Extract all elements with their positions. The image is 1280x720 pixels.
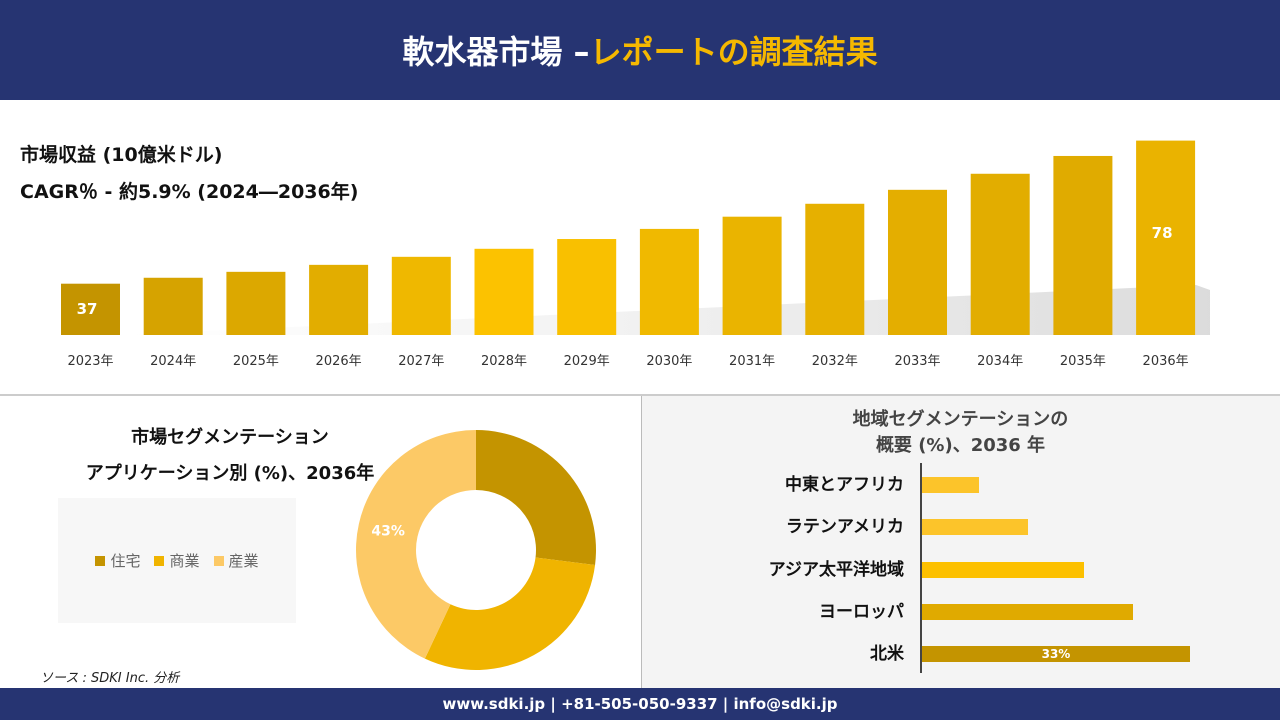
source-note: ソース : SDKI Inc. 分析 bbox=[40, 671, 180, 686]
x-tick-label: 2036年 bbox=[1143, 354, 1189, 369]
region-title-1: 地域セグメンテーションの bbox=[852, 409, 1069, 430]
title-main: 軟水器市場 – bbox=[402, 33, 590, 71]
x-tick-label: 2028年 bbox=[481, 354, 527, 369]
legend-item: 産業 bbox=[213, 550, 259, 571]
region-axis bbox=[920, 463, 922, 673]
revenue-bar-chart: 2023年 37 2024年 2025年 2026年 2027年 2028年 2029年 203… bbox=[61, 140, 1210, 369]
x-tick-label: 2030年 bbox=[646, 354, 692, 369]
donut-data-label: 43% bbox=[371, 523, 405, 539]
region-label: 北米 bbox=[870, 644, 904, 665]
bar-2035年 bbox=[1053, 155, 1113, 335]
bar-2029年 bbox=[557, 239, 617, 335]
bar-data-label: 78 bbox=[1152, 224, 1173, 242]
segment-title-2: アプリケーション別 (%)、2036年 bbox=[85, 463, 375, 484]
x-tick-label: 2026年 bbox=[316, 354, 362, 369]
bar-2031年 bbox=[722, 216, 782, 335]
bar-2034年 bbox=[970, 173, 1030, 335]
legend-swatch bbox=[95, 555, 106, 566]
bar-2024年 bbox=[143, 277, 203, 335]
divider bbox=[0, 394, 1280, 396]
x-tick-label: 2025年 bbox=[233, 354, 279, 369]
region-title-2: 概要 (%)、2036 年 bbox=[875, 435, 1046, 456]
legend-swatch bbox=[213, 555, 224, 566]
legend-label: 産業 bbox=[228, 552, 259, 570]
bar-2032年 bbox=[805, 203, 865, 335]
legend-label: 住宅 bbox=[110, 552, 141, 570]
region-bar: 33% bbox=[922, 646, 1190, 663]
x-tick-label: 2035年 bbox=[1060, 354, 1106, 369]
region-bar bbox=[922, 477, 979, 493]
bar-2030年 bbox=[639, 228, 699, 335]
footer-contact: www.sdki.jp | +81-505-050-9337 | info@sd… bbox=[0, 688, 1280, 720]
donut-slice-産業 bbox=[356, 430, 476, 659]
region-bar bbox=[922, 561, 1085, 578]
region-bar bbox=[922, 603, 1134, 620]
bar-2033年 bbox=[888, 189, 947, 335]
x-tick-label: 2031年 bbox=[729, 354, 775, 369]
x-tick-label: 2027年 bbox=[398, 354, 444, 369]
donut-slice-住宅 bbox=[476, 430, 596, 566]
bar-2025年 bbox=[226, 271, 286, 335]
legend-label: 商業 bbox=[169, 552, 200, 570]
bar-2023年 bbox=[61, 283, 120, 335]
donut-slice-商業 bbox=[424, 557, 596, 670]
x-tick-label: 2023年 bbox=[67, 354, 113, 369]
bar-2028年 bbox=[474, 248, 534, 335]
bar-2036年 bbox=[1136, 140, 1196, 335]
region-label: ラテンアメリカ bbox=[785, 517, 904, 538]
bar-2027年 bbox=[391, 256, 451, 335]
x-tick-label: 2033年 bbox=[894, 354, 940, 369]
x-tick-label: 2032年 bbox=[812, 354, 858, 369]
legend-item: 住宅 bbox=[95, 550, 140, 571]
title-accent: レポートの調査結果 bbox=[589, 33, 878, 71]
region-label: アジア太平洋地域 bbox=[768, 559, 904, 580]
bar-data-label: 37 bbox=[77, 300, 98, 318]
x-tick-label: 2034年 bbox=[977, 354, 1023, 369]
x-tick-label: 2024年 bbox=[150, 354, 196, 369]
legend-item: 商業 bbox=[154, 550, 200, 571]
region-bar bbox=[922, 519, 1028, 536]
bar-2026年 bbox=[309, 264, 369, 335]
cagr-label: CAGR％ - 約5.9% (2024―2036年) bbox=[20, 181, 359, 203]
donut-legend: 住宅 商業 産業 bbox=[58, 498, 296, 623]
legend-swatch bbox=[154, 555, 165, 566]
region-label: ヨーロッパ bbox=[819, 601, 904, 622]
page-header: 軟水器市場 – レポートの調査結果 bbox=[0, 0, 1280, 100]
application-donut-chart: 43% bbox=[356, 430, 596, 670]
region-panel bbox=[641, 396, 1280, 688]
x-tick-label: 2029年 bbox=[564, 354, 610, 369]
revenue-label: 市場収益 (10億米ドル) bbox=[20, 144, 223, 166]
segment-title-1: 市場セグメンテーション bbox=[131, 427, 329, 448]
region-label: 中東とアフリカ bbox=[785, 475, 904, 495]
